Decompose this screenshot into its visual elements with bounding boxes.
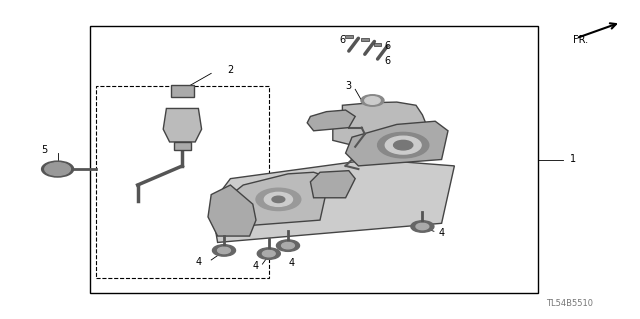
Circle shape: [361, 95, 384, 106]
Circle shape: [256, 188, 301, 211]
Polygon shape: [333, 102, 429, 147]
Text: 5: 5: [42, 145, 48, 155]
Bar: [96, 86, 269, 278]
Polygon shape: [224, 172, 333, 226]
Text: 4: 4: [438, 228, 445, 238]
Bar: [345, 35, 353, 38]
Circle shape: [378, 132, 429, 158]
Bar: [171, 85, 194, 97]
Circle shape: [272, 196, 285, 203]
Circle shape: [257, 248, 280, 259]
Bar: [374, 43, 381, 46]
Bar: [90, 26, 538, 293]
Text: 6: 6: [384, 41, 390, 51]
Circle shape: [394, 140, 413, 150]
Text: 6: 6: [339, 35, 346, 45]
Circle shape: [385, 136, 421, 154]
Circle shape: [282, 242, 294, 249]
Text: 2: 2: [227, 65, 234, 75]
Polygon shape: [310, 171, 355, 198]
Circle shape: [42, 161, 74, 177]
Polygon shape: [208, 185, 256, 236]
Text: TL54B5510: TL54B5510: [546, 299, 593, 308]
Text: 3: 3: [346, 81, 352, 91]
Circle shape: [218, 247, 230, 254]
Circle shape: [262, 250, 275, 257]
Text: 6: 6: [384, 56, 390, 66]
Circle shape: [365, 97, 380, 104]
Bar: [174, 142, 191, 150]
Circle shape: [276, 240, 300, 251]
Circle shape: [45, 163, 70, 175]
Circle shape: [264, 192, 292, 206]
Circle shape: [212, 245, 236, 256]
Bar: [361, 38, 369, 41]
Polygon shape: [346, 121, 448, 166]
Text: 4: 4: [288, 258, 294, 268]
Circle shape: [416, 223, 429, 230]
Text: 4: 4: [195, 256, 202, 267]
Text: 1: 1: [570, 154, 576, 165]
Polygon shape: [211, 160, 454, 242]
Polygon shape: [307, 110, 355, 131]
Text: 4: 4: [253, 261, 259, 271]
Text: FR.: FR.: [573, 35, 588, 45]
Circle shape: [411, 221, 434, 232]
Polygon shape: [163, 108, 202, 142]
